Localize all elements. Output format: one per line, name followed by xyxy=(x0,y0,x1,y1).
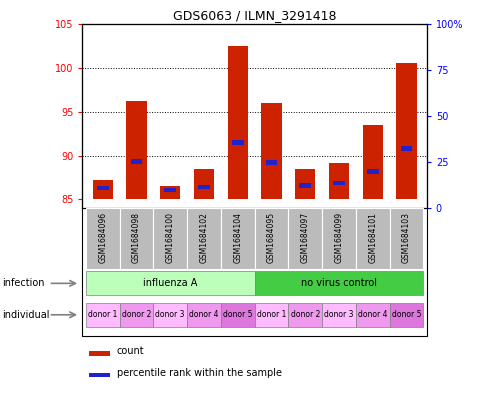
Bar xyxy=(366,169,378,174)
Bar xyxy=(153,303,187,327)
Text: donor 4: donor 4 xyxy=(189,310,218,319)
Text: GSM1684096: GSM1684096 xyxy=(98,212,107,263)
Text: infection: infection xyxy=(2,278,45,288)
Text: GSM1684099: GSM1684099 xyxy=(334,212,343,263)
Bar xyxy=(126,101,146,200)
Text: percentile rank within the sample: percentile rank within the sample xyxy=(117,368,281,378)
Bar xyxy=(389,303,423,327)
Text: donor 5: donor 5 xyxy=(223,310,252,319)
Text: donor 2: donor 2 xyxy=(121,310,151,319)
Text: influenza A: influenza A xyxy=(143,278,197,288)
Bar xyxy=(395,63,416,200)
Bar xyxy=(254,271,423,296)
Bar xyxy=(231,140,243,145)
Text: donor 2: donor 2 xyxy=(290,310,319,319)
Bar xyxy=(92,180,113,200)
Text: donor 1: donor 1 xyxy=(257,310,286,319)
Bar xyxy=(321,303,355,327)
Bar xyxy=(265,160,277,165)
Text: GSM1684100: GSM1684100 xyxy=(166,212,174,263)
Bar xyxy=(89,351,110,356)
Bar xyxy=(197,185,210,189)
Bar xyxy=(389,208,423,269)
Bar xyxy=(299,183,311,187)
Text: donor 5: donor 5 xyxy=(391,310,421,319)
Title: GDS6063 / ILMN_3291418: GDS6063 / ILMN_3291418 xyxy=(172,9,336,22)
Bar xyxy=(288,208,321,269)
Bar xyxy=(97,186,108,190)
Text: count: count xyxy=(117,346,144,356)
Bar xyxy=(194,169,213,200)
Bar xyxy=(355,208,389,269)
Bar xyxy=(164,187,176,192)
Bar xyxy=(333,180,344,185)
Bar xyxy=(153,208,187,269)
Bar xyxy=(254,208,288,269)
Bar xyxy=(86,303,120,327)
Text: GSM1684097: GSM1684097 xyxy=(300,212,309,263)
Text: individual: individual xyxy=(2,310,50,320)
Bar xyxy=(261,103,281,200)
Text: GSM1684098: GSM1684098 xyxy=(132,212,141,263)
Bar xyxy=(89,373,110,377)
Bar xyxy=(86,271,254,296)
Text: GSM1684095: GSM1684095 xyxy=(267,212,275,263)
Bar xyxy=(321,208,355,269)
Text: GSM1684104: GSM1684104 xyxy=(233,212,242,263)
Bar xyxy=(187,303,220,327)
Text: donor 3: donor 3 xyxy=(324,310,353,319)
Bar xyxy=(120,208,153,269)
Bar xyxy=(187,208,220,269)
Bar xyxy=(295,169,315,200)
Text: donor 3: donor 3 xyxy=(155,310,184,319)
Bar xyxy=(86,208,120,269)
Bar xyxy=(160,186,180,200)
Text: donor 4: donor 4 xyxy=(357,310,387,319)
Text: donor 1: donor 1 xyxy=(88,310,117,319)
Text: no virus control: no virus control xyxy=(301,278,376,288)
Bar xyxy=(130,160,142,164)
Bar xyxy=(328,163,348,200)
Text: GSM1684101: GSM1684101 xyxy=(367,212,377,263)
Bar xyxy=(288,303,321,327)
Bar xyxy=(227,46,247,200)
Bar xyxy=(362,125,382,200)
Bar xyxy=(254,303,288,327)
Bar xyxy=(220,303,254,327)
Text: GSM1684103: GSM1684103 xyxy=(401,212,410,263)
Bar xyxy=(120,303,153,327)
Bar xyxy=(220,208,254,269)
Text: GSM1684102: GSM1684102 xyxy=(199,212,208,263)
Bar xyxy=(355,303,389,327)
Bar xyxy=(400,146,411,151)
